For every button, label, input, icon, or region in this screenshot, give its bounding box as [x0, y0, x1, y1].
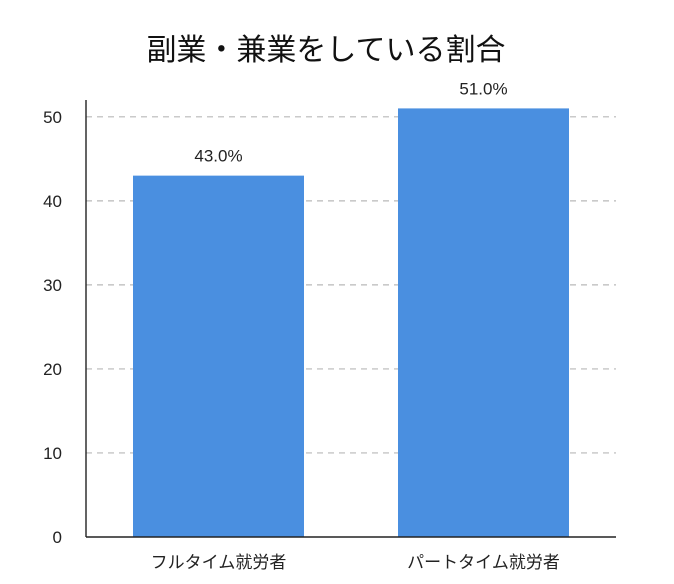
- bar-value-label: 43.0%: [194, 147, 242, 166]
- chart-title: 副業・兼業をしている割合: [146, 33, 505, 68]
- bars: [133, 108, 569, 538]
- y-tick-label: 0: [53, 528, 62, 547]
- x-category-label: パートタイム就労者: [407, 553, 560, 573]
- y-axis-ticks: 0 10 20 30 40 50: [43, 108, 62, 547]
- y-tick-label: 50: [43, 108, 62, 127]
- x-category-label: フルタイム就労者: [151, 553, 287, 573]
- y-tick-label: 20: [43, 360, 62, 379]
- bar: [133, 175, 304, 537]
- y-tick-label: 10: [43, 444, 62, 463]
- bar: [398, 108, 569, 538]
- bar-value-label: 51.0%: [459, 79, 507, 98]
- x-axis-categories: フルタイム就労者 パートタイム就労者: [151, 553, 560, 573]
- y-tick-label: 40: [43, 192, 62, 211]
- data-labels: 43.0% 51.0%: [194, 79, 507, 165]
- y-tick-label: 30: [43, 276, 62, 295]
